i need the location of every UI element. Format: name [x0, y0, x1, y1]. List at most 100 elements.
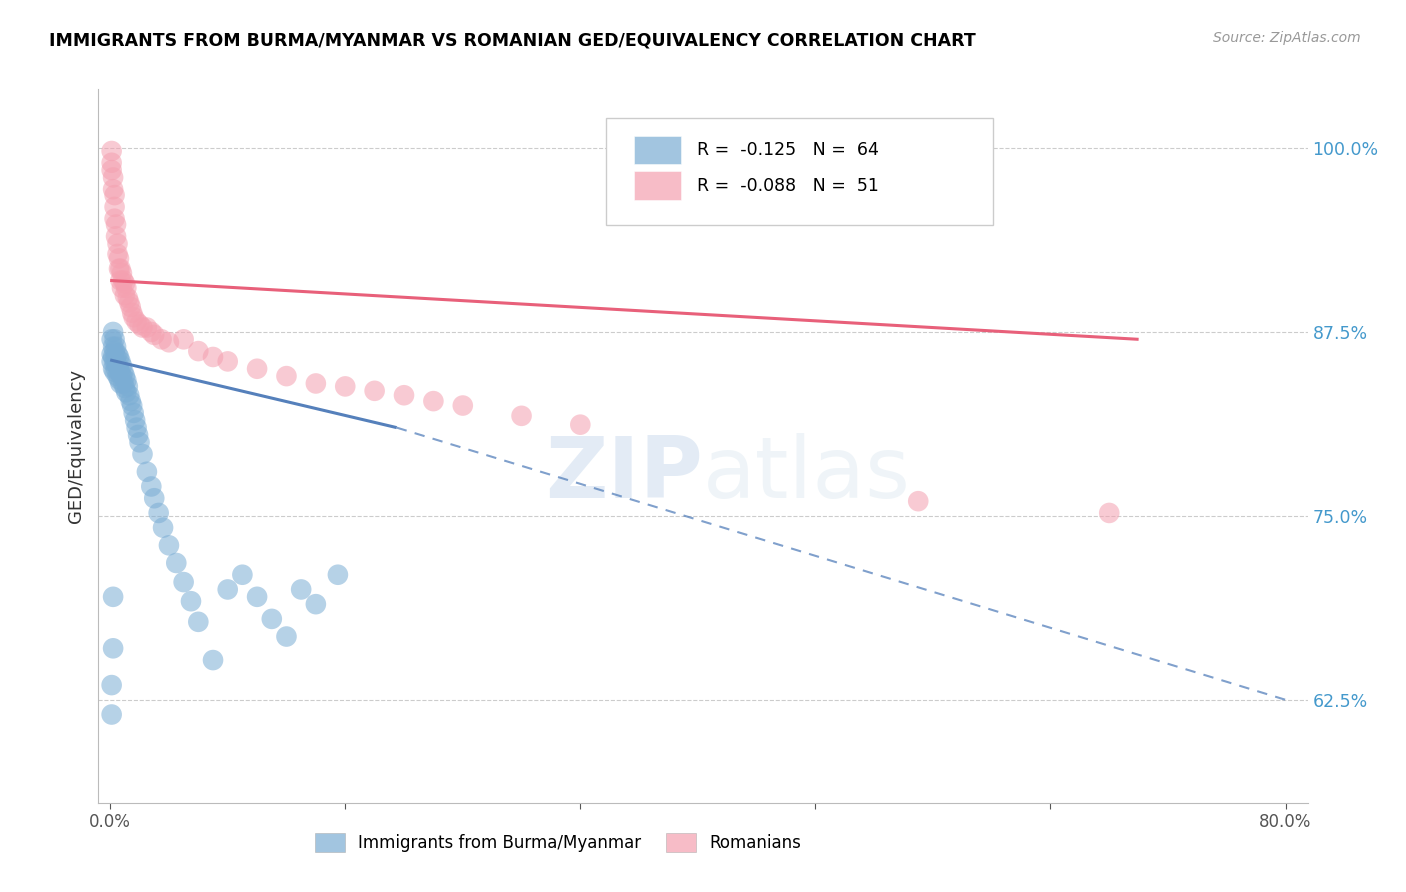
- Point: [231, 567, 253, 582]
- Point: [217, 354, 239, 368]
- Point: [111, 266, 134, 280]
- Point: [115, 374, 138, 388]
- Point: [100, 332, 122, 346]
- Point: [108, 372, 131, 386]
- Point: [103, 354, 125, 368]
- Point: [112, 365, 135, 379]
- Point: [108, 361, 131, 376]
- Point: [120, 300, 142, 314]
- Point: [202, 653, 225, 667]
- Point: [100, 707, 122, 722]
- Point: [103, 200, 125, 214]
- Point: [100, 155, 122, 169]
- Point: [217, 582, 239, 597]
- Point: [141, 325, 163, 339]
- Point: [107, 236, 129, 251]
- Point: [157, 335, 180, 350]
- Text: R =  -0.088   N =  51: R = -0.088 N = 51: [697, 177, 879, 194]
- Point: [114, 288, 136, 302]
- Point: [100, 163, 122, 178]
- Text: atlas: atlas: [703, 433, 911, 516]
- Point: [107, 347, 129, 361]
- Point: [141, 479, 163, 493]
- Point: [114, 369, 136, 384]
- Point: [105, 361, 128, 376]
- Point: [111, 281, 134, 295]
- FancyBboxPatch shape: [606, 118, 993, 225]
- Point: [117, 291, 139, 305]
- Point: [157, 538, 180, 552]
- Point: [114, 277, 136, 291]
- Point: [335, 379, 357, 393]
- Point: [422, 394, 444, 409]
- Point: [100, 678, 122, 692]
- Point: [110, 354, 132, 368]
- Point: [101, 170, 124, 185]
- Point: [103, 365, 125, 379]
- Point: [101, 182, 124, 196]
- Point: [118, 295, 141, 310]
- Point: [101, 361, 124, 376]
- Point: [100, 354, 122, 368]
- Point: [143, 491, 166, 506]
- Point: [101, 340, 124, 354]
- Point: [115, 281, 138, 295]
- FancyBboxPatch shape: [634, 171, 682, 200]
- Point: [118, 388, 141, 402]
- Point: [131, 320, 153, 334]
- Point: [100, 347, 122, 361]
- Point: [173, 332, 195, 346]
- Point: [131, 447, 153, 461]
- Text: IMMIGRANTS FROM BURMA/MYANMAR VS ROMANIAN GED/EQUIVALENCY CORRELATION CHART: IMMIGRANTS FROM BURMA/MYANMAR VS ROMANIA…: [49, 31, 976, 49]
- Point: [101, 590, 124, 604]
- Point: [101, 350, 124, 364]
- Point: [112, 273, 135, 287]
- Point: [246, 361, 269, 376]
- Point: [569, 417, 592, 432]
- Point: [110, 273, 132, 287]
- Point: [135, 320, 157, 334]
- Point: [173, 575, 195, 590]
- Point: [363, 384, 385, 398]
- Point: [124, 413, 146, 427]
- Point: [187, 615, 209, 629]
- Point: [128, 435, 150, 450]
- Point: [125, 420, 148, 434]
- Point: [276, 369, 298, 384]
- Point: [107, 369, 129, 384]
- Y-axis label: GED/Equivalency: GED/Equivalency: [66, 369, 84, 523]
- Point: [107, 247, 129, 261]
- Point: [305, 597, 328, 611]
- Point: [110, 261, 132, 276]
- Point: [128, 318, 150, 332]
- Point: [105, 229, 128, 244]
- Point: [103, 344, 125, 359]
- Point: [122, 406, 145, 420]
- Point: [305, 376, 328, 391]
- Point: [117, 379, 139, 393]
- Point: [148, 506, 170, 520]
- Legend: Immigrants from Burma/Myanmar, Romanians: Immigrants from Burma/Myanmar, Romanians: [308, 826, 808, 859]
- Point: [108, 350, 131, 364]
- Point: [1098, 506, 1121, 520]
- Point: [103, 211, 125, 226]
- Point: [110, 376, 132, 391]
- Point: [180, 594, 202, 608]
- Point: [290, 582, 312, 597]
- FancyBboxPatch shape: [634, 136, 682, 164]
- Point: [107, 359, 129, 373]
- Point: [907, 494, 929, 508]
- Point: [101, 641, 124, 656]
- Point: [115, 385, 138, 400]
- Point: [121, 306, 143, 320]
- Point: [127, 428, 149, 442]
- Point: [105, 340, 128, 354]
- Text: Source: ZipAtlas.com: Source: ZipAtlas.com: [1213, 31, 1361, 45]
- Point: [108, 252, 131, 266]
- Point: [326, 567, 349, 582]
- Point: [103, 188, 125, 202]
- Point: [451, 399, 474, 413]
- Point: [276, 630, 298, 644]
- Point: [108, 261, 131, 276]
- Point: [105, 350, 128, 364]
